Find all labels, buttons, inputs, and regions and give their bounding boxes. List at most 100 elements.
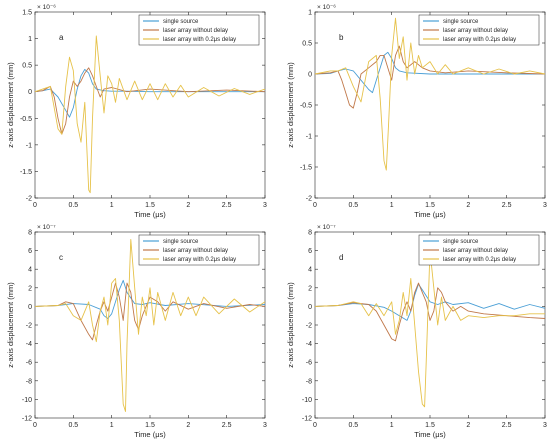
y-tick-label: -1.5 [20, 169, 32, 176]
series-line-2 [314, 282, 546, 342]
y-tick-label: -2 [306, 323, 312, 330]
axis-exponent: × 10⁻⁷ [317, 224, 336, 231]
y-tick-label: 0 [28, 304, 32, 311]
legend-entry: laser array with 0.2μs delay [443, 37, 516, 43]
y-tick-label: -1.5 [300, 165, 312, 172]
legend-entry: laser array without delay [163, 28, 228, 34]
x-tick-label: 0 [33, 202, 37, 209]
legend-entry: laser array without delay [443, 28, 508, 34]
y-tick-label: -8 [306, 378, 312, 385]
x-tick-label: 3 [543, 202, 547, 209]
x-tick-label: 0 [313, 422, 317, 429]
x-tick-label: 2 [186, 422, 190, 429]
legend-entry: single source [443, 19, 479, 25]
series-line-3 [34, 35, 266, 194]
y-tick-label: -0.5 [20, 116, 32, 123]
y-tick-label: 1.5 [22, 10, 32, 17]
x-tick-label: 0 [313, 202, 317, 209]
y-tick-label: -8 [26, 378, 32, 385]
y-tick-label: -4 [306, 341, 312, 348]
chart-panel-c: 0 0.5 1 1.5 2 2.5 3 8 6 4 2 0 -2 -4 -6 -8 -10 -12 × 10⁻⁷ Ti… [6, 224, 267, 439]
y-tick-label: 0 [308, 72, 312, 79]
legend-entry: laser array with 0.2μs delay [443, 257, 516, 263]
x-axis-label: Time (μs) [134, 210, 166, 219]
y-tick-label: 8 [308, 230, 312, 237]
legend-entry: single source [163, 239, 199, 245]
y-tick-label: 1 [28, 36, 32, 43]
legend-entry: laser array with 0.2μs delay [163, 257, 236, 263]
y-tick-label: 0.5 [22, 63, 32, 70]
y-tick-label: 0 [308, 304, 312, 311]
y-tick-label: -0.5 [300, 103, 312, 110]
y-tick-label: 4 [308, 267, 312, 274]
series-line-2 [34, 67, 266, 135]
x-tick-label: 1 [110, 202, 114, 209]
axis-exponent: × 10⁻⁷ [37, 224, 56, 231]
y-tick-label: -2 [306, 196, 312, 203]
x-axis-label: Time (μs) [134, 430, 166, 439]
x-tick-label: 2.5 [222, 202, 232, 209]
y-tick-label: -6 [26, 360, 32, 367]
x-axis-label: Time (μs) [414, 430, 446, 439]
panel-label: b [339, 33, 344, 42]
y-tick-label: -6 [306, 360, 312, 367]
y-tick-label: -1 [26, 142, 32, 149]
x-tick-label: 1.5 [145, 422, 155, 429]
y-tick-label: 6 [308, 248, 312, 255]
chart-panel-d: 0 0.5 1 1.5 2 2.5 3 8 6 4 2 0 -2 -4 -6 -8 -10 -12 × 10⁻⁷ Ti… [286, 224, 547, 439]
x-tick-label: 2 [466, 202, 470, 209]
x-tick-label: 1.5 [145, 202, 155, 209]
panel-label: c [59, 253, 63, 262]
x-tick-label: 3 [543, 422, 547, 429]
series-line-3 [314, 250, 545, 408]
y-tick-label: 4 [28, 267, 32, 274]
x-tick-label: 2.5 [222, 422, 232, 429]
panel-label: a [59, 33, 64, 42]
chart-panel-b: 0 0.5 1 1.5 2 2.5 3 1 0.5 0 -0.5 -1 -1.5 -2 × 10⁻⁶ Time… [286, 4, 547, 219]
y-tick-label: 8 [28, 230, 32, 237]
x-tick-label: 1.5 [425, 202, 435, 209]
x-tick-label: 2.5 [502, 202, 512, 209]
legend-entry: single source [443, 239, 479, 245]
y-tick-label: -2 [26, 196, 32, 203]
x-tick-label: 0.5 [348, 202, 358, 209]
x-tick-label: 0.5 [68, 422, 78, 429]
y-axis-label: z-axis displacement (mm) [286, 282, 295, 368]
y-axis-label: z-axis displacement (mm) [286, 62, 295, 148]
legend-entry: laser array without delay [443, 248, 508, 254]
axis-exponent: × 10⁻⁶ [37, 4, 56, 11]
y-tick-label: -12 [22, 416, 32, 423]
series-line-2 [34, 282, 266, 341]
y-tick-label: 6 [28, 248, 32, 255]
legend-entry: single source [163, 19, 199, 25]
series-line-3 [34, 238, 266, 412]
series-line-1 [314, 51, 545, 94]
x-tick-label: 0 [33, 422, 37, 429]
y-tick-label: -12 [302, 416, 312, 423]
x-tick-label: 3 [263, 202, 267, 209]
x-tick-label: 0.5 [348, 422, 358, 429]
x-tick-label: 0.5 [68, 202, 78, 209]
x-tick-label: 2 [186, 202, 190, 209]
x-tick-label: 1.5 [425, 422, 435, 429]
y-tick-label: 0 [28, 89, 32, 96]
y-tick-label: 0.5 [302, 41, 312, 48]
y-tick-label: -2 [26, 323, 32, 330]
panel-label: d [339, 253, 343, 262]
x-tick-label: 3 [263, 422, 267, 429]
chart-panel-a: 0 0.5 1 1.5 2 2.5 3 1.5 1 0.5 0 -0.5 -1 -1.5 -2 × 10⁻⁶ T… [6, 4, 267, 219]
y-tick-label: -1 [306, 134, 312, 141]
x-tick-label: 2 [466, 422, 470, 429]
y-tick-label: 2 [308, 285, 312, 292]
y-tick-label: -10 [22, 397, 32, 404]
legend-entry: laser array without delay [163, 248, 228, 254]
y-axis-label: z-axis displacement (mm) [6, 62, 15, 148]
axis-exponent: × 10⁻⁶ [317, 4, 336, 11]
y-tick-label: -10 [302, 397, 312, 404]
series-line-2 [314, 45, 546, 109]
x-tick-label: 1 [390, 422, 394, 429]
series-line-3 [314, 17, 546, 171]
x-tick-label: 1 [110, 422, 114, 429]
y-tick-label: -4 [26, 341, 32, 348]
